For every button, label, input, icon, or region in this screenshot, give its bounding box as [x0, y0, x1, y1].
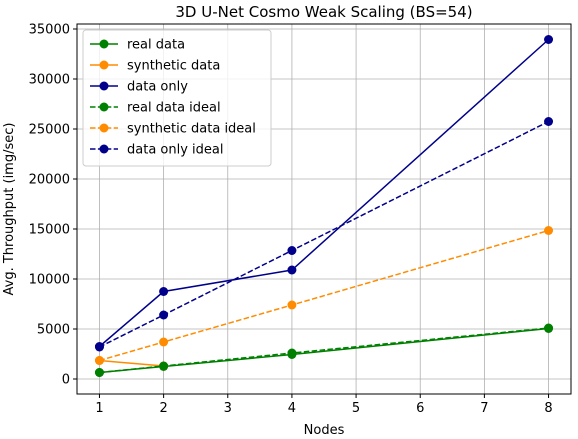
legend-box	[82, 29, 272, 167]
series-synthetic-data-ideal	[94, 226, 554, 365]
legend-marker	[99, 81, 109, 91]
legend-marker	[99, 123, 109, 133]
data-point	[94, 356, 104, 365]
data-point	[94, 342, 104, 352]
y-axis: 0 5000 10000 15000 20000 25000 30000 35000	[29, 23, 77, 388]
legend: real data synthetic data data only real dat…	[82, 29, 272, 167]
legend-label: synthetic data ideal	[127, 122, 256, 137]
x-tick-label: 3	[224, 401, 232, 416]
data-point	[287, 300, 297, 310]
legend-item: synthetic data	[90, 59, 220, 74]
series-layer	[94, 35, 554, 377]
grid	[77, 24, 571, 394]
y-tick-label: 15000	[29, 223, 70, 238]
data-point	[287, 265, 297, 275]
legend-marker	[99, 60, 109, 70]
x-axis-label: Nodes	[304, 423, 345, 438]
chart-title: 3D U-Net Cosmo Weak Scaling (BS=54)	[175, 3, 472, 21]
legend-item: synthetic data ideal	[90, 122, 256, 137]
data-point	[287, 348, 297, 358]
legend-item: real data ideal	[90, 101, 221, 116]
data-point	[544, 35, 554, 44]
y-tick-label: 35000	[29, 23, 70, 38]
series-line	[99, 359, 164, 367]
data-point	[159, 310, 169, 320]
series-line	[99, 327, 549, 374]
legend-item: real data	[90, 38, 185, 53]
x-tick-label: 7	[480, 401, 488, 416]
x-tick-label: 6	[416, 401, 424, 416]
legend-item: data only	[90, 80, 188, 95]
series-synthetic-data	[94, 356, 169, 371]
y-tick-label: 0	[62, 373, 70, 388]
legend-label: real data	[127, 38, 185, 53]
y-tick-label: 25000	[29, 123, 70, 138]
data-point	[544, 323, 554, 333]
x-axis: 1 2 3 4 5 6 7 8	[95, 394, 553, 416]
x-tick-label: 8	[544, 401, 552, 416]
legend-marker	[99, 144, 109, 154]
x-tick-label: 1	[95, 401, 103, 416]
plot-frame	[76, 23, 572, 395]
y-axis-label: Avg. Throughput (img/sec)	[2, 123, 17, 296]
x-tick-label: 2	[159, 401, 167, 416]
y-tick-label: 5000	[37, 323, 70, 338]
y-tick-label: 30000	[29, 73, 70, 88]
x-tick-label: 4	[288, 401, 296, 416]
series-line	[99, 229, 549, 362]
legend-item: data only ideal	[90, 143, 223, 158]
data-point	[159, 337, 169, 347]
data-point	[287, 246, 297, 255]
series-data-only-ideal	[94, 117, 554, 352]
legend-label: real data ideal	[127, 101, 221, 116]
legend-marker	[99, 102, 109, 112]
series-line	[99, 120, 549, 348]
data-point	[159, 287, 169, 296]
data-point	[159, 361, 169, 371]
legend-marker	[99, 39, 109, 49]
data-point	[94, 368, 104, 377]
legend-label: data only	[127, 80, 188, 95]
series-real-data-ideal	[94, 323, 554, 377]
data-point	[544, 226, 554, 235]
legend-label: synthetic data	[127, 59, 220, 74]
legend-label: data only ideal	[127, 143, 223, 158]
y-tick-label: 20000	[29, 173, 70, 188]
data-point	[544, 117, 554, 126]
series-line	[98, 38, 550, 348]
y-tick-label: 10000	[29, 273, 70, 288]
x-tick-label: 5	[352, 401, 360, 416]
